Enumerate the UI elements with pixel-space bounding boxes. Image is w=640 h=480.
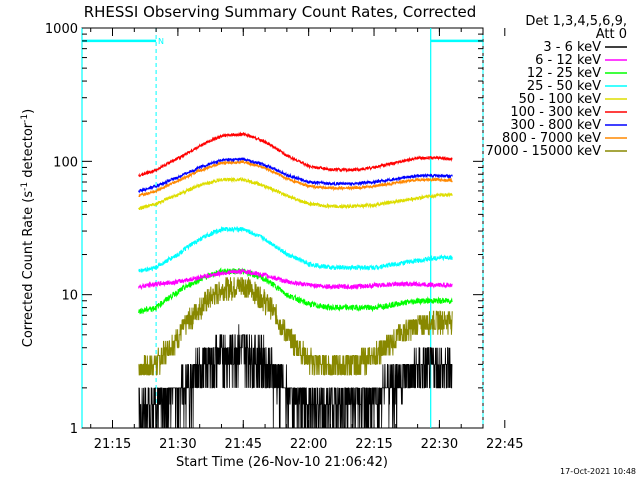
y-axis-label-part1: Corrected Count Rate (s [21,191,36,348]
x-tick-label: 21:30 [159,437,196,452]
legend-label: 25 - 50 keV [527,79,601,94]
series-line [138,267,453,315]
legend-label: 50 - 100 keV [519,92,602,107]
x-axis-label: Start Time (26-Nov-10 21:06:42) [176,455,388,470]
series-line [138,157,453,194]
y-tick-label: 10 [61,289,78,304]
chart-title: RHESSI Observing Summary Count Rates, Co… [84,3,477,21]
y-tick-label: 1 [70,422,78,437]
footer-date: 17-Oct-2021 10:48 [560,467,636,476]
night-marker-label: N [158,37,164,46]
x-tick-label: 21:45 [225,437,262,452]
series-line [138,131,453,178]
legend-label: 12 - 25 keV [527,66,601,81]
series-line [138,176,453,211]
y-axis-label-sup2: -1 [20,114,30,123]
x-tick-label: 22:00 [290,437,327,452]
instrument-markers [81,28,484,428]
y-axis-label-part2: detector [21,122,36,182]
y-tick-label: 100 [53,155,78,170]
legend-header-line2: Att 0 [596,27,627,42]
y-axis-label: Corrected Count Rate (s-1 detector-1) [20,109,36,347]
x-tick-label: 22:45 [486,437,523,452]
series-line [138,324,453,429]
x-tick-label: 21:15 [94,437,131,452]
y-tick-label: 1000 [45,22,78,37]
series-line [138,277,453,376]
legend-label: 300 - 800 keV [510,118,601,133]
legend-header-line1: Det 1,3,4,5,6,9, [525,14,627,29]
x-tick-label: 22:30 [421,437,458,452]
series-layer [138,131,453,429]
axes-layer: 21:15 21:30 21:45 22:00 22:15 22:30 22:45 1 10 10… [45,22,524,452]
y-axis-label-part3: ) [21,109,36,114]
series-line [138,268,453,291]
legend-label: 6 - 12 keV [535,53,601,68]
legend-label: 100 - 300 keV [510,105,601,120]
legend-label: 800 - 7000 keV [502,131,601,146]
legend-label: 3 - 6 keV [543,40,601,55]
legend-label: 7000 - 15000 keV [486,144,602,159]
x-tick-label: 22:15 [355,437,392,452]
series-line [138,225,453,273]
series-line [138,159,453,198]
y-axis-label-sup1: -1 [20,182,30,191]
